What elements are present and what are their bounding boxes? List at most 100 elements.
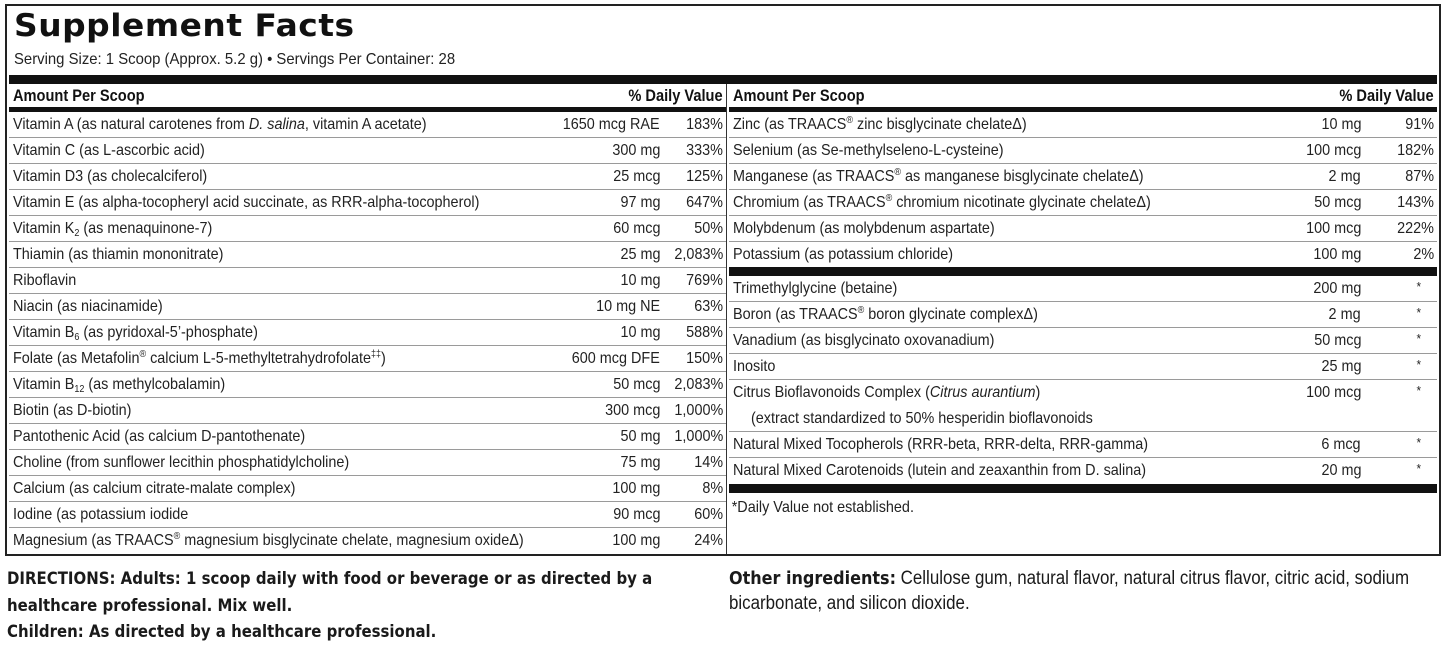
amount-per-scoop-header: Amount Per Scoop xyxy=(13,86,145,105)
nutrient-dv: * xyxy=(1416,279,1421,294)
nutrient-amount: 60 mcg xyxy=(612,220,660,237)
nutrient-amount: 25 mg xyxy=(619,246,660,263)
nutrient-dv: 1,000% xyxy=(674,402,723,419)
nutrient-name: Riboflavin xyxy=(13,272,77,289)
nutrient-dv: 182% xyxy=(1397,142,1434,159)
nutrient-amount: 300 mcg xyxy=(604,402,660,419)
directions-line-2: healthcare professional. Mix well. xyxy=(7,595,293,616)
nutrient-amount: 97 mg xyxy=(619,194,660,211)
nutrient-name: Niacin (as niacinamide) xyxy=(13,298,163,315)
daily-value-header: % Daily Value xyxy=(628,86,723,105)
nutrient-dv: 8% xyxy=(702,480,723,497)
nutrient-dv: 333% xyxy=(686,142,723,159)
nutrient-dv: 2,083% xyxy=(674,376,723,393)
nutrient-dv: 222% xyxy=(1397,220,1434,237)
nutrient-row-citrus-bioflavonoids: Citrus Bioflavonoids Complex (Citrus aur… xyxy=(729,380,1437,432)
column-header: Amount Per Scoop % Daily Value xyxy=(9,84,726,112)
nutrient-name: Vitamin D3 (as cholecalciferol) xyxy=(13,168,208,185)
nutrient-amount: 100 mcg xyxy=(1305,142,1361,159)
nutrient-row-vanadium: Vanadium (as bisglycinato oxovanadium) 5… xyxy=(729,328,1437,354)
nutrient-name: Biotin (as D-biotin) xyxy=(13,402,132,419)
top-divider-bar xyxy=(9,75,1437,84)
nutrient-name: Molybdenum (as molybdenum aspartate) xyxy=(733,220,995,237)
nutrient-amount: 100 mg xyxy=(611,480,660,497)
nutrient-name: Natural Mixed Carotenoids (lutein and ze… xyxy=(733,462,1147,479)
nutrient-dv: 769% xyxy=(686,272,723,289)
nutrient-amount: 2 mg xyxy=(1328,168,1361,185)
nutrient-amount: 90 mcg xyxy=(612,506,660,523)
nutrient-name: Boron (as TRAACS® boron glycinate comple… xyxy=(733,305,1038,324)
nutrient-row-choline: Choline (from sunflower lecithin phospha… xyxy=(9,450,726,476)
nutrient-dv: 14% xyxy=(694,454,723,471)
nutrient-dv: * xyxy=(1416,331,1421,346)
nutrient-amount: 50 mcg xyxy=(1313,332,1361,349)
left-nutrient-column: Amount Per Scoop % Daily Value Vitamin A… xyxy=(9,84,727,554)
nutrient-row-calcium: Calcium (as calcium citrate-malate compl… xyxy=(9,476,726,502)
nutrient-dv: 24% xyxy=(694,532,723,549)
nutrient-row-selenium: Selenium (as Se-methylseleno-L-cysteine)… xyxy=(729,138,1437,164)
nutrient-row-mixed-tocopherols: Natural Mixed Tocopherols (RRR-beta, RRR… xyxy=(729,432,1437,458)
nutrient-name: Natural Mixed Tocopherols (RRR-beta, RRR… xyxy=(733,436,1149,453)
nutrient-amount: 10 mg xyxy=(619,272,660,289)
amount-per-scoop-header: Amount Per Scoop xyxy=(733,86,865,105)
bottom-divider-bar xyxy=(729,484,1437,493)
directions-line-3: Children: As directed by a healthcare pr… xyxy=(7,622,437,642)
nutrient-row-thiamin: Thiamin (as thiamin mononitrate) 25 mg 2… xyxy=(9,242,726,268)
nutrient-name: Inosito xyxy=(733,358,776,375)
nutrient-dv: 647% xyxy=(686,194,723,211)
nutrient-row-manganese: Manganese (as TRAACS® as manganese bisgl… xyxy=(729,164,1437,190)
nutrient-dv: 125% xyxy=(686,168,723,185)
nutrient-name: Manganese (as TRAACS® as manganese bisgl… xyxy=(733,167,1144,186)
nutrient-dv: 91% xyxy=(1405,116,1434,133)
nutrient-row-zinc: Zinc (as TRAACS® zinc bisglycinate chela… xyxy=(729,112,1437,138)
nutrient-amount: 100 mcg xyxy=(1305,384,1361,401)
nutrient-amount: 100 mg xyxy=(611,532,660,549)
nutrient-name: Choline (from sunflower lecithin phospha… xyxy=(13,454,350,471)
nutrient-row-vitamin-b12: Vitamin B12 (as methylcobalamin) 50 mcg … xyxy=(9,372,726,398)
right-nutrient-column: Amount Per Scoop % Daily Value Zinc (as … xyxy=(729,84,1437,554)
nutrient-amount: 50 mcg xyxy=(1313,194,1361,211)
nutrient-name: Chromium (as TRAACS® chromium nicotinate… xyxy=(733,193,1151,212)
nutrient-dv: * xyxy=(1416,435,1421,450)
nutrient-dv: 183% xyxy=(686,116,723,133)
nutrient-amount: 300 mg xyxy=(611,142,660,159)
supplement-facts-panel: Supplement Facts Serving Size: 1 Scoop (… xyxy=(5,4,1441,556)
nutrient-row-pantothenic-acid: Pantothenic Acid (as calcium D-pantothen… xyxy=(9,424,726,450)
nutrient-amount: 600 mcg DFE xyxy=(571,350,660,367)
nutrient-amount: 6 mcg xyxy=(1321,436,1361,453)
nutrient-dv: * xyxy=(1416,461,1421,476)
daily-value-footnote: *Daily Value not established. xyxy=(731,499,914,516)
nutrient-dv: 63% xyxy=(694,298,723,315)
nutrient-row-boron: Boron (as TRAACS® boron glycinate comple… xyxy=(729,302,1437,328)
nutrient-name: Zinc (as TRAACS® zinc bisglycinate chela… xyxy=(733,115,1027,134)
nutrient-name: Calcium (as calcium citrate-malate compl… xyxy=(13,480,296,497)
nutrient-row-iodine: Iodine (as potassium iodide 90 mcg 60% xyxy=(9,502,726,528)
nutrient-row-vitamin-a: Vitamin A (as natural carotenes from D. … xyxy=(9,112,726,138)
nutrient-row-vitamin-b6: Vitamin B6 (as pyridoxal-5’-phosphate) 1… xyxy=(9,320,726,346)
nutrient-amount: 2 mg xyxy=(1328,306,1361,323)
nutrient-dv: 143% xyxy=(1397,194,1434,211)
nutrient-amount: 1650 mcg RAE xyxy=(563,116,660,133)
nutrient-dv: * xyxy=(1416,383,1421,398)
daily-value-header: % Daily Value xyxy=(1339,86,1434,105)
other-ingredients-label: Other ingredients: xyxy=(729,568,896,589)
nutrient-amount: 25 mcg xyxy=(612,168,660,185)
nutrient-amount: 20 mg xyxy=(1320,462,1361,479)
nutrient-row-biotin: Biotin (as D-biotin) 300 mcg 1,000% xyxy=(9,398,726,424)
nutrient-name: Iodine (as potassium iodide xyxy=(13,506,189,523)
nutrient-row-chromium: Chromium (as TRAACS® chromium nicotinate… xyxy=(729,190,1437,216)
nutrient-row-vitamin-e: Vitamin E (as alpha-tocopheryl acid succ… xyxy=(9,190,726,216)
nutrient-name: Vitamin B12 (as methylcobalamin) xyxy=(13,376,226,395)
nutrient-amount: 50 mg xyxy=(619,428,660,445)
nutrient-dv: 87% xyxy=(1405,168,1434,185)
nutrient-row-vitamin-k2: Vitamin K2 (as menaquinone-7) 60 mcg 50% xyxy=(9,216,726,242)
nutrient-name: Selenium (as Se-methylseleno-L-cysteine) xyxy=(733,142,1004,159)
nutrient-name: Potassium (as potassium chloride) xyxy=(733,246,954,263)
nutrient-dv: 150% xyxy=(686,350,723,367)
nutrient-row-vitamin-d3: Vitamin D3 (as cholecalciferol) 25 mcg 1… xyxy=(9,164,726,190)
nutrient-name: Trimethylglycine (betaine) xyxy=(733,280,898,297)
nutrient-row-riboflavin: Riboflavin 10 mg 769% xyxy=(9,268,726,294)
nutrient-row-vitamin-c: Vitamin C (as L-ascorbic acid) 300 mg 33… xyxy=(9,138,726,164)
nutrient-amount: 50 mcg xyxy=(612,376,660,393)
nutrient-dv: 1,000% xyxy=(674,428,723,445)
